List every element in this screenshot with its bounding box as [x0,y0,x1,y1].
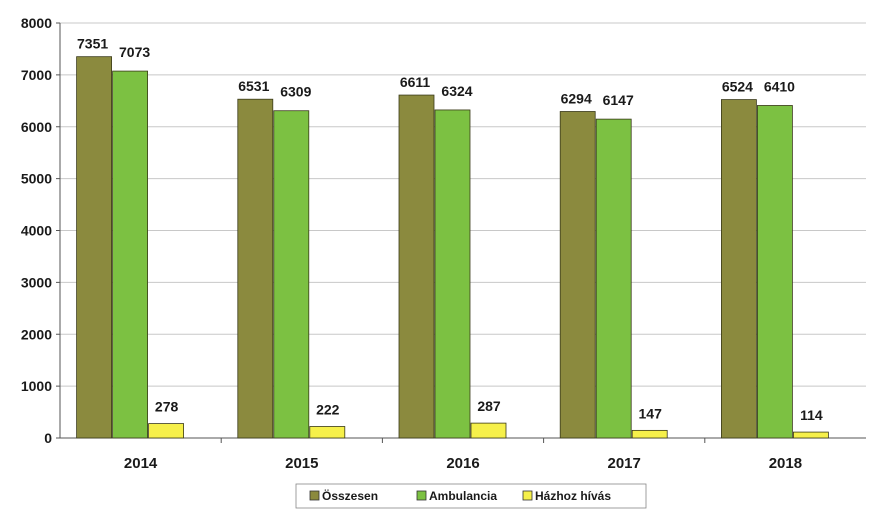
y-tick-label: 8000 [21,15,52,31]
x-tick-label: 2015 [285,455,318,472]
legend-swatch [309,490,320,501]
axes: 0 1000 2000 3000 4000 5000 6000 7000 8000 2014 201… [21,15,866,472]
bar [76,56,112,439]
data-label: 6309 [280,84,311,100]
legend-label: Összesen [322,488,378,503]
y-tick-label: 2000 [21,326,52,342]
data-label: 278 [155,399,179,415]
data-label: 6524 [722,79,753,95]
data-label: 6410 [764,78,795,94]
data-label: 222 [316,401,340,417]
bar [309,426,346,439]
data-label: 6324 [441,83,472,99]
y-tick-label: 6000 [21,119,52,135]
y-tick-label: 5000 [21,171,52,187]
legend: Összesen Ambulancia Házhoz hívás [295,483,647,509]
bar [595,118,632,439]
data-label: 6611 [400,74,431,90]
x-tick-label: 2016 [446,455,479,472]
bar [470,422,507,439]
x-tick-label: 2018 [769,455,802,472]
y-tick-label: 3000 [21,274,52,290]
data-label: 287 [477,398,501,414]
legend-label: Ambulancia [429,489,497,503]
legend-label: Házhoz hívás [535,489,611,503]
bar [434,109,471,439]
bar [148,423,185,439]
data-label: 6294 [561,90,592,106]
data-label: 6147 [603,92,634,108]
bar [757,105,793,439]
y-tick-label: 0 [44,430,52,446]
data-label: 6531 [238,78,269,94]
bar [112,70,148,439]
bar [273,110,310,439]
x-tick-label: 2017 [608,455,641,472]
data-labels: 7351 7073 278 6531 6309 222 6611 6324 287 6294 614… [77,36,823,423]
bar [398,94,435,439]
legend-swatch [416,490,427,501]
data-label: 114 [800,407,823,423]
data-label: 7351 [77,36,108,52]
data-label: 147 [639,405,663,421]
y-tick-label: 7000 [21,67,52,83]
bars [76,56,829,439]
bar [559,111,596,439]
legend-box [295,483,647,509]
bar [721,99,757,439]
x-tick-label: 2014 [124,455,158,472]
legend-swatch [522,490,533,501]
bar [631,429,668,439]
bar [793,431,829,439]
bar [237,98,274,439]
y-tick-label: 4000 [21,223,52,239]
y-tick-label: 1000 [21,378,52,394]
data-label: 7073 [119,44,150,60]
